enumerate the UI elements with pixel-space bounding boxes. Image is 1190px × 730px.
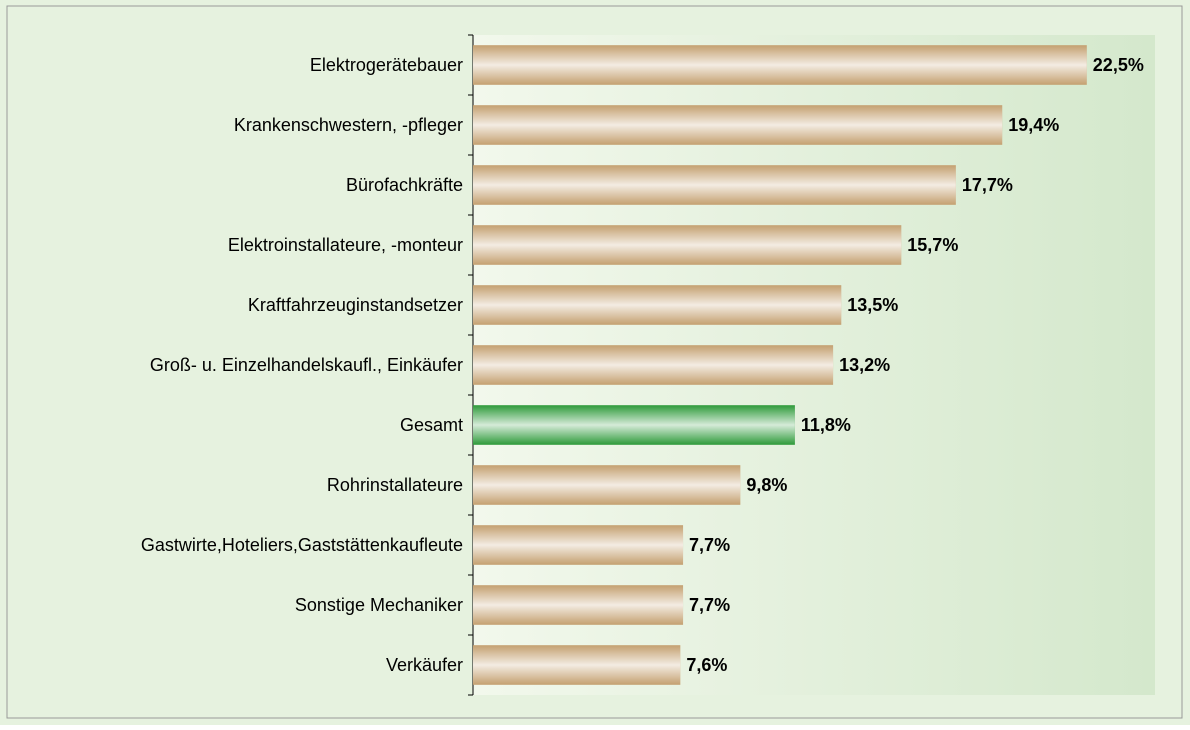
category-label: Elektroinstallateure, -monteur xyxy=(228,235,463,255)
bar-shine xyxy=(473,45,1087,85)
bar-shine xyxy=(473,165,956,205)
value-label: 13,2% xyxy=(839,355,890,375)
value-label: 7,7% xyxy=(689,535,730,555)
bar-shine xyxy=(473,465,741,505)
category-label: Gesamt xyxy=(400,415,463,435)
category-label: Bürofachkräfte xyxy=(346,175,463,195)
value-label: 22,5% xyxy=(1093,55,1144,75)
value-label: 7,6% xyxy=(686,655,727,675)
value-label: 13,5% xyxy=(847,295,898,315)
value-label: 11,8% xyxy=(801,415,851,435)
bar-shine xyxy=(473,225,902,265)
bar-shine xyxy=(473,585,684,625)
value-label: 15,7% xyxy=(907,235,958,255)
bar-shine xyxy=(473,105,1003,145)
bar-shine xyxy=(473,345,834,385)
value-label: 17,7% xyxy=(962,175,1013,195)
value-label: 9,8% xyxy=(746,475,787,495)
value-label: 19,4% xyxy=(1008,115,1059,135)
frame xyxy=(6,5,1183,719)
category-label: Gastwirte,Hoteliers,Gaststättenkaufleute xyxy=(141,535,463,555)
bar-shine xyxy=(473,645,681,685)
category-label: Kraftfahrzeuginstandsetzer xyxy=(248,295,463,315)
category-label: Krankenschwestern, -pfleger xyxy=(234,115,463,135)
category-label: Sonstige Mechaniker xyxy=(295,595,463,615)
category-label: Elektrogerätebauer xyxy=(310,55,463,75)
bar-shine xyxy=(473,405,795,445)
bar-shine xyxy=(473,525,684,565)
category-label: Rohrinstallateure xyxy=(327,475,463,495)
bar-shine xyxy=(473,285,842,325)
value-label: 7,7% xyxy=(689,595,730,615)
category-label: Groß- u. Einzelhandelskaufl., Einkäufer xyxy=(150,355,463,375)
category-label: Verkäufer xyxy=(386,655,463,675)
